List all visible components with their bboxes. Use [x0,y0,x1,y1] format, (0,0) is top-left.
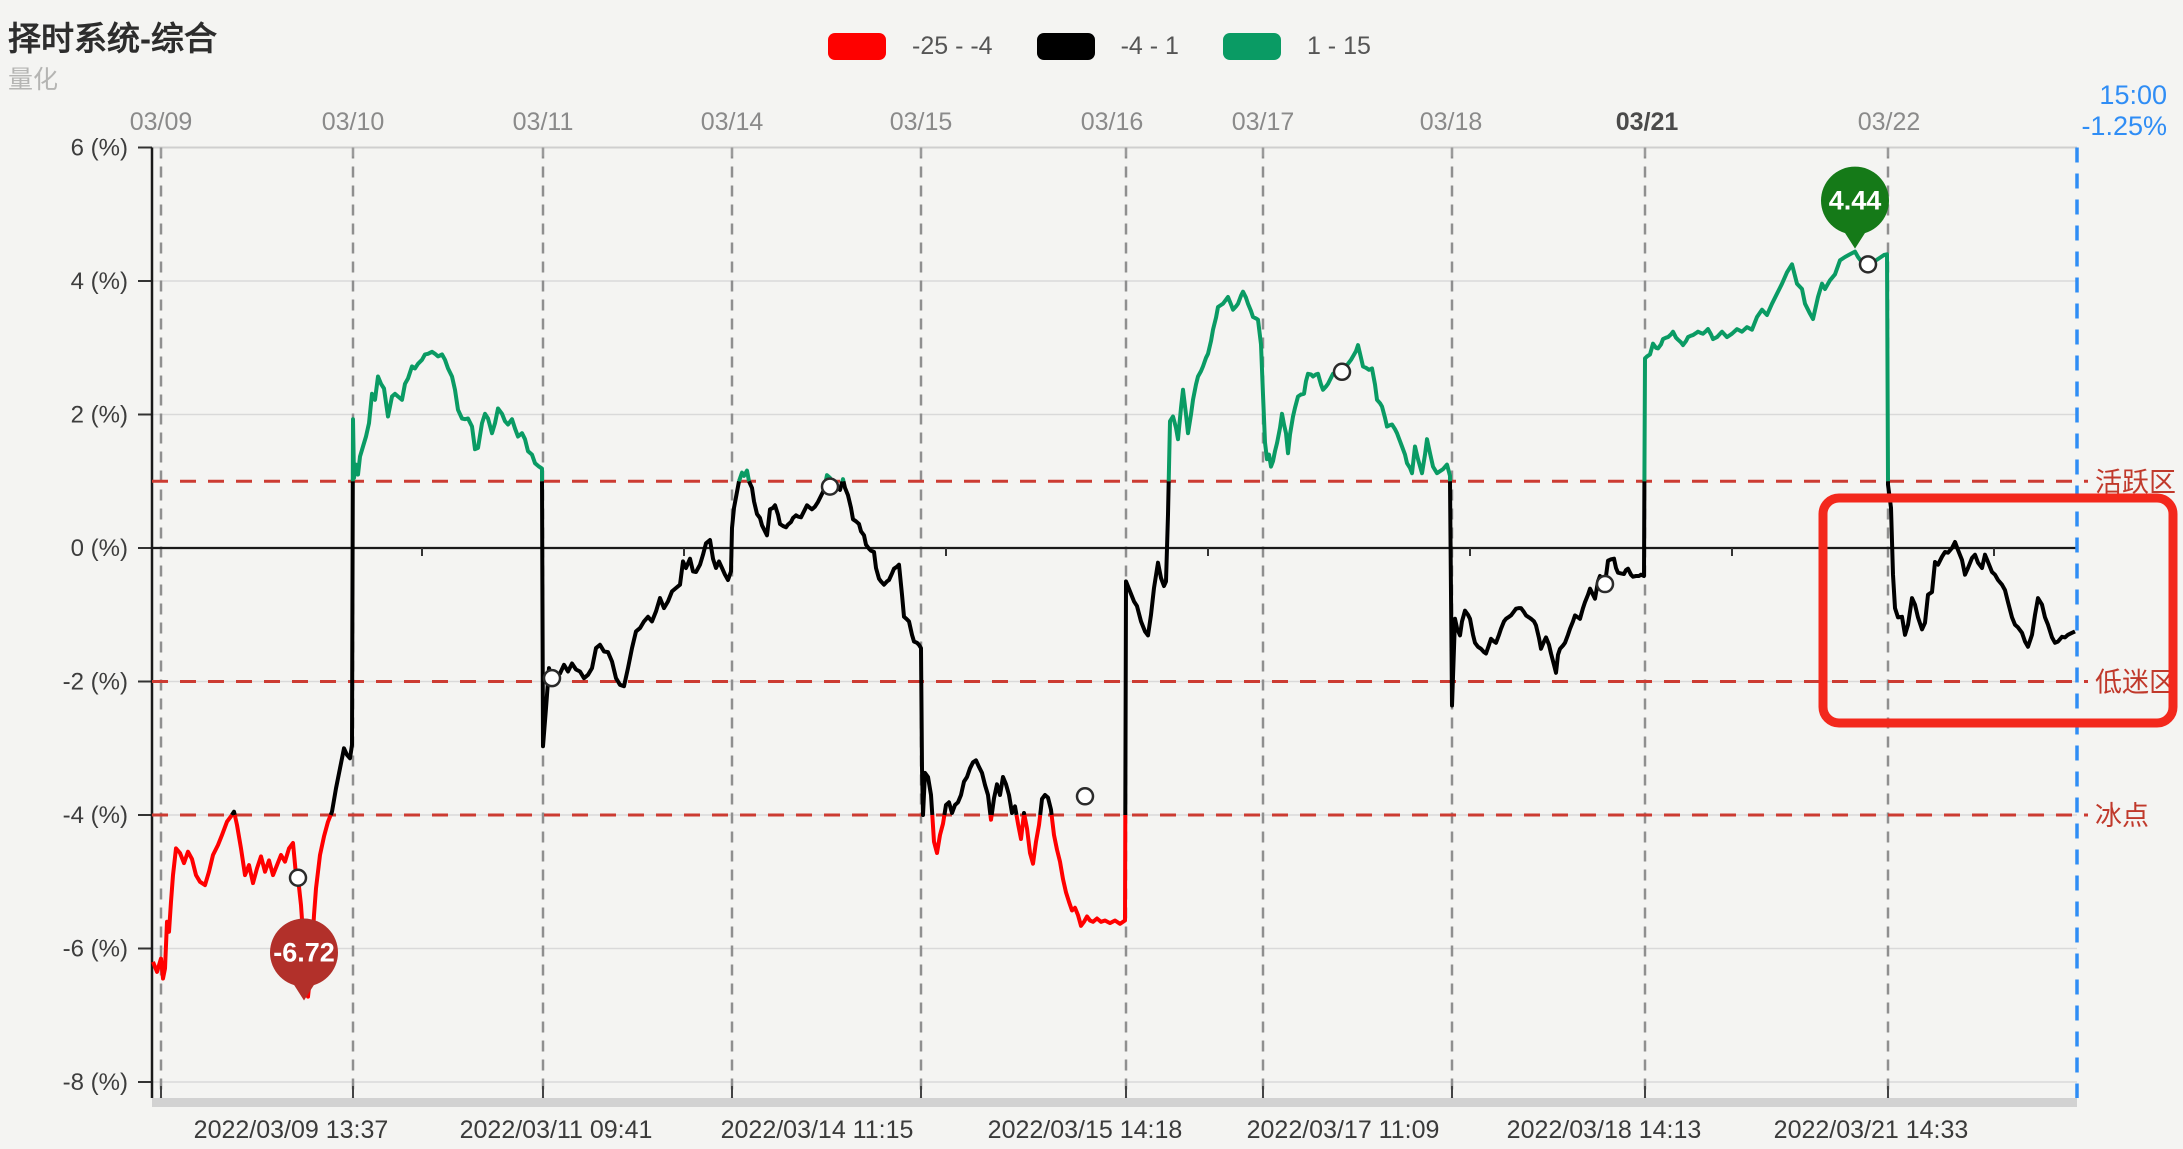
price-line-segment [328,481,355,816]
price-line-segment [1038,793,1054,816]
price-line-segment [151,813,234,981]
zone-label: 冰点 [2095,801,2149,831]
signal-marker [1858,255,1878,274]
signal-marker [1595,574,1615,594]
price-line-segment [989,775,1019,816]
x-axis-date-label: 03/11 [513,108,574,136]
max-marker [1821,166,1889,235]
price-line-segment [1166,289,1452,482]
x-axis-time-label: 2022/03/17 11:09 [1247,1116,1440,1144]
price-line-segment [988,814,994,822]
price-line-segment [350,349,544,482]
x-axis-date-label: 03/18 [1420,108,1483,136]
y-axis-label: -8 (%) [63,1069,128,1096]
price-line-segment [1886,481,2076,649]
x-axis-date-label: 03/16 [1081,108,1144,136]
legend: -25 - -4 -4 - 1 1 - 15 [828,32,1371,61]
x-axis-time-label: 2022/03/14 11:15 [721,1116,914,1144]
y-axis-label: 6 (%) [71,135,128,162]
x-axis-time-label: 2022/03/18 14:13 [1507,1116,1702,1144]
page-title: 择时系统-综合 [8,20,217,57]
price-line-segment [1642,249,1890,482]
max-marker-label: 4.44 [1829,186,1882,216]
signal-marker [1075,787,1095,806]
x-axis-date-label: 03/10 [322,108,385,136]
legend-item-2[interactable]: 1 - 15 [1222,32,1371,61]
y-axis-label: -2 (%) [63,669,128,696]
price-line-segment [942,758,993,816]
x-axis-time-label: 2022/03/15 14:18 [988,1116,1183,1144]
x-axis-time-label: 2022/03/11 09:41 [460,1116,653,1144]
x-axis-date-label: 03/17 [1232,108,1295,136]
price-line-segment [737,468,751,482]
bottom-axis-bar [152,1098,2077,1107]
price-line-segment [840,477,846,482]
x-axis-date-label: 03/21 [1616,108,1679,136]
y-axis-label: 2 (%) [71,402,128,429]
legend-swatch-icon [1036,33,1095,60]
legend-item-1[interactable]: -4 - 1 [1036,32,1179,61]
current-time-label: 15:00 [2099,80,2167,110]
price-line-segment [1021,811,1027,816]
price-line-segment [1448,481,1647,708]
x-axis-time-label: 2022/03/09 13:37 [194,1116,389,1144]
current-change-label: -1.25% [2081,111,2167,141]
current-quote: 15:00 -1.25% [2081,80,2167,142]
min-marker-label: -6.72 [273,938,335,968]
price-line-segment [1049,814,1128,928]
price-line-segment [230,809,237,817]
legend-item-label: -25 - -4 [912,32,993,60]
price-line-segment [232,814,333,999]
legend-item-label: 1 - 15 [1306,32,1371,60]
price-line-segment [1022,814,1043,866]
signal-marker [542,668,562,688]
legend-item-0[interactable]: -25 - -4 [828,32,993,61]
price-line-segment [1123,481,1171,816]
price-line-segment [540,480,741,749]
zone-label: 低迷区 [2095,668,2176,698]
y-axis-label: 0 (%) [71,535,128,562]
zone-label: 活跃区 [2095,467,2176,497]
legend-swatch-icon [828,33,886,60]
price-line-segment [1014,814,1026,841]
signal-marker [1332,362,1352,382]
x-axis-date-label: 03/22 [1858,108,1921,136]
x-axis-date-label: 03/14 [701,108,764,136]
legend-item-label: -4 - 1 [1120,32,1179,60]
x-axis-date-label: 03/15 [890,108,953,136]
y-axis-label: 4 (%) [71,268,128,295]
price-line-segment [930,814,947,855]
signal-marker [820,477,840,496]
highlight-box [1818,493,2178,728]
y-axis-label: -6 (%) [63,936,128,963]
x-axis-time-label: 2022/03/21 14:33 [1774,1116,1969,1144]
min-marker [270,918,338,987]
price-line-segment [841,480,935,817]
x-axis-date-label: 03/09 [130,108,193,136]
signal-marker [288,868,308,887]
y-axis-label: -4 (%) [63,802,128,829]
legend-swatch-icon [1222,33,1281,60]
watermark-label: 量化 [8,66,59,94]
price-line-segment [747,480,828,538]
